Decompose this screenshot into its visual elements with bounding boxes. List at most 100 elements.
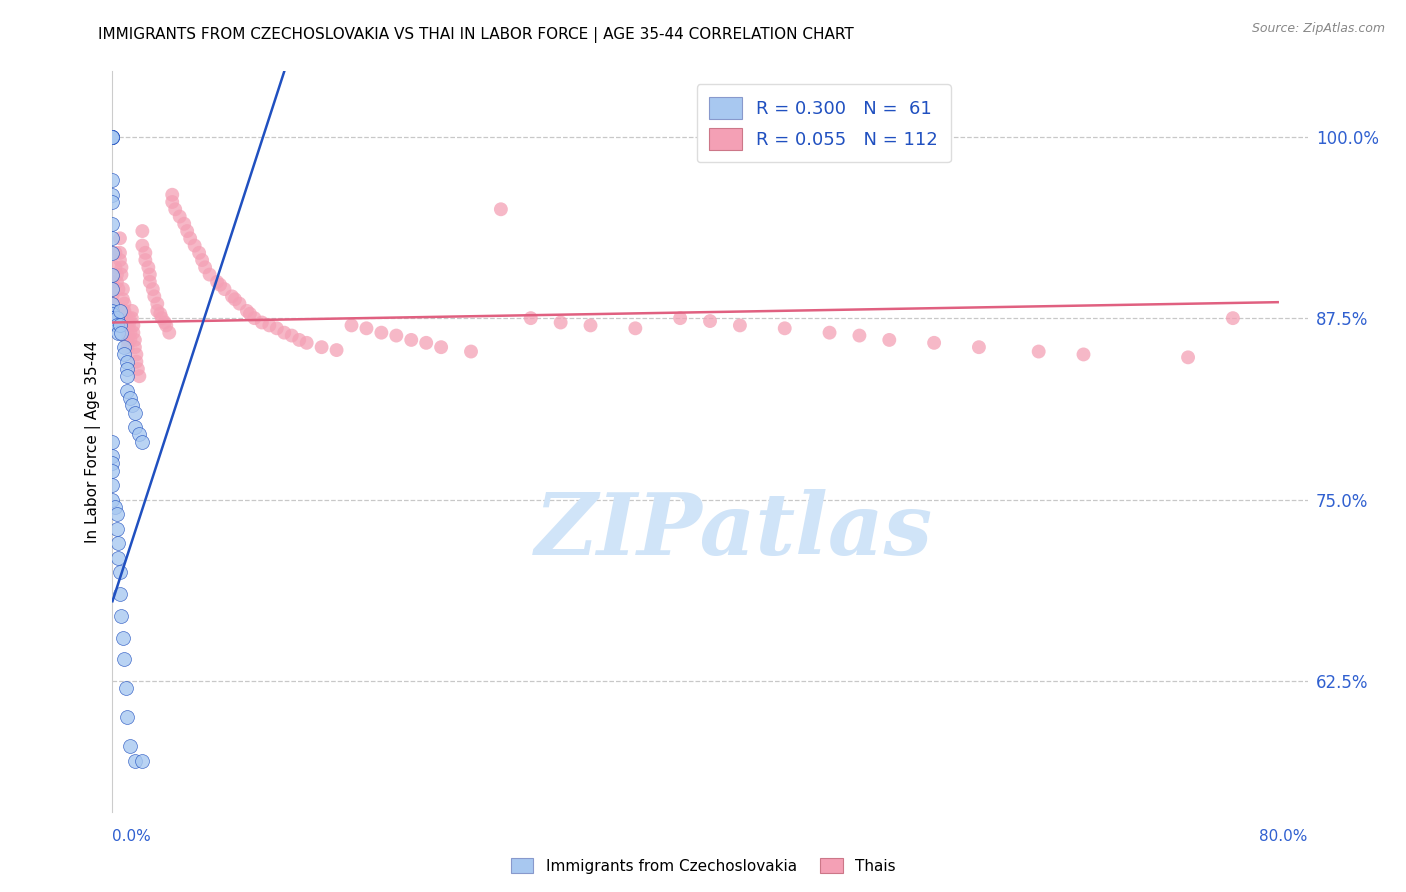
Point — [579, 318, 602, 333]
Y-axis label: In Labor Force | Age 35-44: In Labor Force | Age 35-44 — [86, 341, 101, 542]
Point — [121, 304, 143, 318]
Point — [155, 318, 177, 333]
Point — [120, 739, 142, 754]
Point — [108, 231, 131, 245]
Point — [340, 318, 363, 333]
Point — [101, 304, 124, 318]
Point — [101, 311, 124, 326]
Point — [1028, 344, 1050, 359]
Point — [127, 362, 149, 376]
Point — [122, 326, 145, 340]
Point — [624, 321, 647, 335]
Point — [430, 340, 453, 354]
Point — [101, 231, 124, 245]
Point — [124, 754, 146, 768]
Point — [173, 217, 195, 231]
Point — [214, 282, 236, 296]
Point — [162, 187, 183, 202]
Point — [117, 354, 139, 368]
Point — [124, 340, 146, 354]
Point — [104, 500, 127, 514]
Point — [117, 340, 139, 354]
Point — [110, 268, 132, 282]
Point — [117, 710, 139, 724]
Point — [149, 307, 172, 321]
Point — [848, 328, 870, 343]
Point — [773, 321, 796, 335]
Point — [128, 427, 150, 442]
Point — [101, 311, 124, 326]
Point — [1073, 347, 1095, 361]
Point — [101, 464, 124, 478]
Point — [110, 326, 132, 340]
Point — [108, 253, 131, 268]
Point — [101, 282, 124, 296]
Point — [114, 307, 135, 321]
Point — [101, 296, 124, 310]
Point — [415, 335, 437, 350]
Point — [117, 384, 139, 398]
Legend: Immigrants from Czechoslovakia, Thais: Immigrants from Czechoslovakia, Thais — [505, 852, 901, 880]
Point — [121, 398, 143, 412]
Point — [114, 304, 135, 318]
Point — [105, 268, 128, 282]
Point — [139, 268, 162, 282]
Point — [108, 304, 131, 318]
Point — [101, 434, 124, 449]
Legend: R = 0.300   N =  61, R = 0.055   N = 112: R = 0.300 N = 61, R = 0.055 N = 112 — [696, 84, 950, 162]
Point — [121, 311, 143, 326]
Point — [117, 333, 139, 347]
Point — [124, 420, 146, 434]
Point — [101, 129, 124, 144]
Point — [104, 245, 127, 260]
Point — [111, 282, 134, 296]
Point — [273, 326, 295, 340]
Point — [101, 282, 124, 296]
Point — [818, 326, 841, 340]
Point — [101, 304, 124, 318]
Point — [550, 316, 572, 330]
Point — [131, 434, 153, 449]
Point — [124, 333, 146, 347]
Point — [101, 492, 124, 507]
Point — [101, 245, 124, 260]
Point — [153, 316, 176, 330]
Point — [101, 129, 124, 144]
Point — [120, 333, 142, 347]
Point — [209, 277, 232, 292]
Point — [401, 333, 423, 347]
Point — [105, 318, 128, 333]
Point — [194, 260, 217, 275]
Point — [146, 304, 169, 318]
Point — [108, 318, 131, 333]
Point — [117, 326, 139, 340]
Point — [122, 318, 145, 333]
Text: Source: ZipAtlas.com: Source: ZipAtlas.com — [1251, 22, 1385, 36]
Point — [239, 307, 262, 321]
Point — [110, 608, 132, 623]
Point — [169, 210, 191, 224]
Point — [134, 245, 156, 260]
Point — [101, 311, 124, 326]
Point — [142, 282, 165, 296]
Point — [124, 405, 146, 419]
Point — [111, 293, 134, 307]
Point — [288, 333, 311, 347]
Point — [139, 275, 162, 289]
Point — [108, 245, 131, 260]
Point — [105, 522, 128, 536]
Point — [699, 314, 721, 328]
Point — [311, 340, 333, 354]
Point — [114, 296, 135, 310]
Point — [105, 507, 128, 521]
Point — [104, 260, 127, 275]
Point — [120, 326, 142, 340]
Point — [107, 550, 129, 565]
Point — [228, 296, 250, 310]
Point — [101, 296, 124, 310]
Point — [1222, 311, 1244, 326]
Point — [108, 587, 131, 601]
Point — [179, 231, 201, 245]
Point — [131, 754, 153, 768]
Point — [101, 194, 124, 209]
